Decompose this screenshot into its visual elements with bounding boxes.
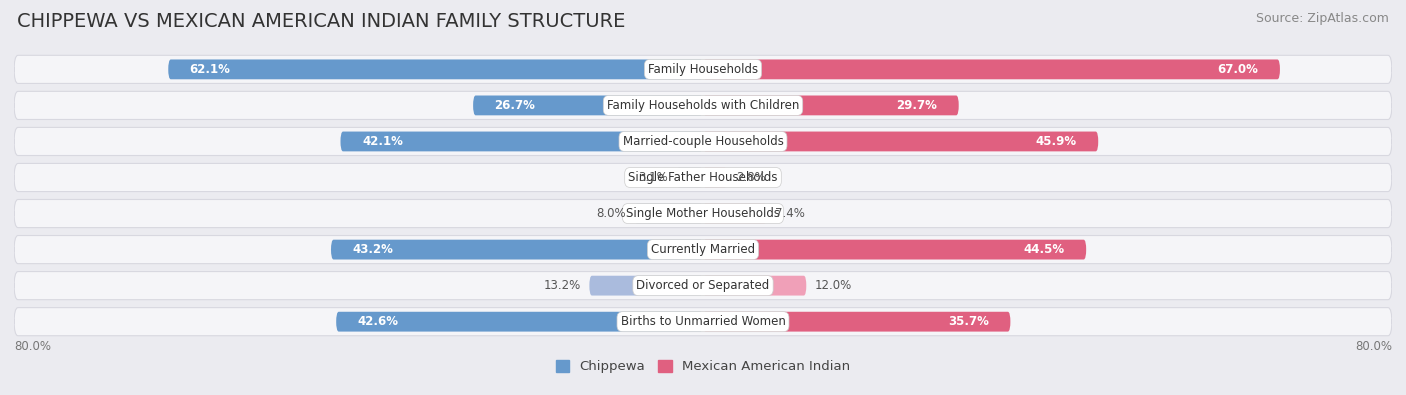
FancyBboxPatch shape — [634, 204, 703, 224]
Text: 29.7%: 29.7% — [897, 99, 938, 112]
Legend: Chippewa, Mexican American Indian: Chippewa, Mexican American Indian — [555, 360, 851, 373]
Text: 80.0%: 80.0% — [1355, 340, 1392, 353]
Text: Married-couple Households: Married-couple Households — [623, 135, 783, 148]
Text: 45.9%: 45.9% — [1036, 135, 1077, 148]
Text: 2.8%: 2.8% — [735, 171, 765, 184]
Text: CHIPPEWA VS MEXICAN AMERICAN INDIAN FAMILY STRUCTURE: CHIPPEWA VS MEXICAN AMERICAN INDIAN FAMI… — [17, 12, 626, 31]
Text: Divorced or Separated: Divorced or Separated — [637, 279, 769, 292]
Text: Source: ZipAtlas.com: Source: ZipAtlas.com — [1256, 12, 1389, 25]
FancyBboxPatch shape — [14, 164, 1392, 192]
Text: 44.5%: 44.5% — [1024, 243, 1064, 256]
Text: 67.0%: 67.0% — [1218, 63, 1258, 76]
Text: Single Father Households: Single Father Households — [628, 171, 778, 184]
FancyBboxPatch shape — [14, 199, 1392, 228]
FancyBboxPatch shape — [340, 132, 703, 151]
Text: 7.4%: 7.4% — [775, 207, 806, 220]
FancyBboxPatch shape — [472, 96, 703, 115]
Text: 8.0%: 8.0% — [596, 207, 626, 220]
Text: 80.0%: 80.0% — [14, 340, 51, 353]
FancyBboxPatch shape — [703, 132, 1098, 151]
FancyBboxPatch shape — [14, 91, 1392, 119]
Text: 43.2%: 43.2% — [353, 243, 394, 256]
FancyBboxPatch shape — [676, 167, 703, 187]
Text: 62.1%: 62.1% — [190, 63, 231, 76]
FancyBboxPatch shape — [14, 55, 1392, 83]
Text: Family Households with Children: Family Households with Children — [607, 99, 799, 112]
FancyBboxPatch shape — [703, 60, 1279, 79]
FancyBboxPatch shape — [14, 308, 1392, 336]
Text: 13.2%: 13.2% — [544, 279, 581, 292]
FancyBboxPatch shape — [703, 96, 959, 115]
Text: 42.6%: 42.6% — [357, 315, 399, 328]
Text: 35.7%: 35.7% — [948, 315, 988, 328]
Text: 12.0%: 12.0% — [815, 279, 852, 292]
Text: Currently Married: Currently Married — [651, 243, 755, 256]
FancyBboxPatch shape — [169, 60, 703, 79]
FancyBboxPatch shape — [703, 240, 1087, 260]
Text: 42.1%: 42.1% — [361, 135, 404, 148]
FancyBboxPatch shape — [330, 240, 703, 260]
FancyBboxPatch shape — [703, 276, 807, 295]
FancyBboxPatch shape — [14, 272, 1392, 300]
FancyBboxPatch shape — [703, 312, 1011, 331]
FancyBboxPatch shape — [589, 276, 703, 295]
Text: Family Households: Family Households — [648, 63, 758, 76]
Text: Single Mother Households: Single Mother Households — [626, 207, 780, 220]
FancyBboxPatch shape — [14, 235, 1392, 263]
Text: Births to Unmarried Women: Births to Unmarried Women — [620, 315, 786, 328]
Text: 26.7%: 26.7% — [495, 99, 536, 112]
Text: 3.1%: 3.1% — [638, 171, 668, 184]
FancyBboxPatch shape — [336, 312, 703, 331]
FancyBboxPatch shape — [703, 167, 727, 187]
FancyBboxPatch shape — [14, 128, 1392, 156]
FancyBboxPatch shape — [703, 204, 766, 224]
